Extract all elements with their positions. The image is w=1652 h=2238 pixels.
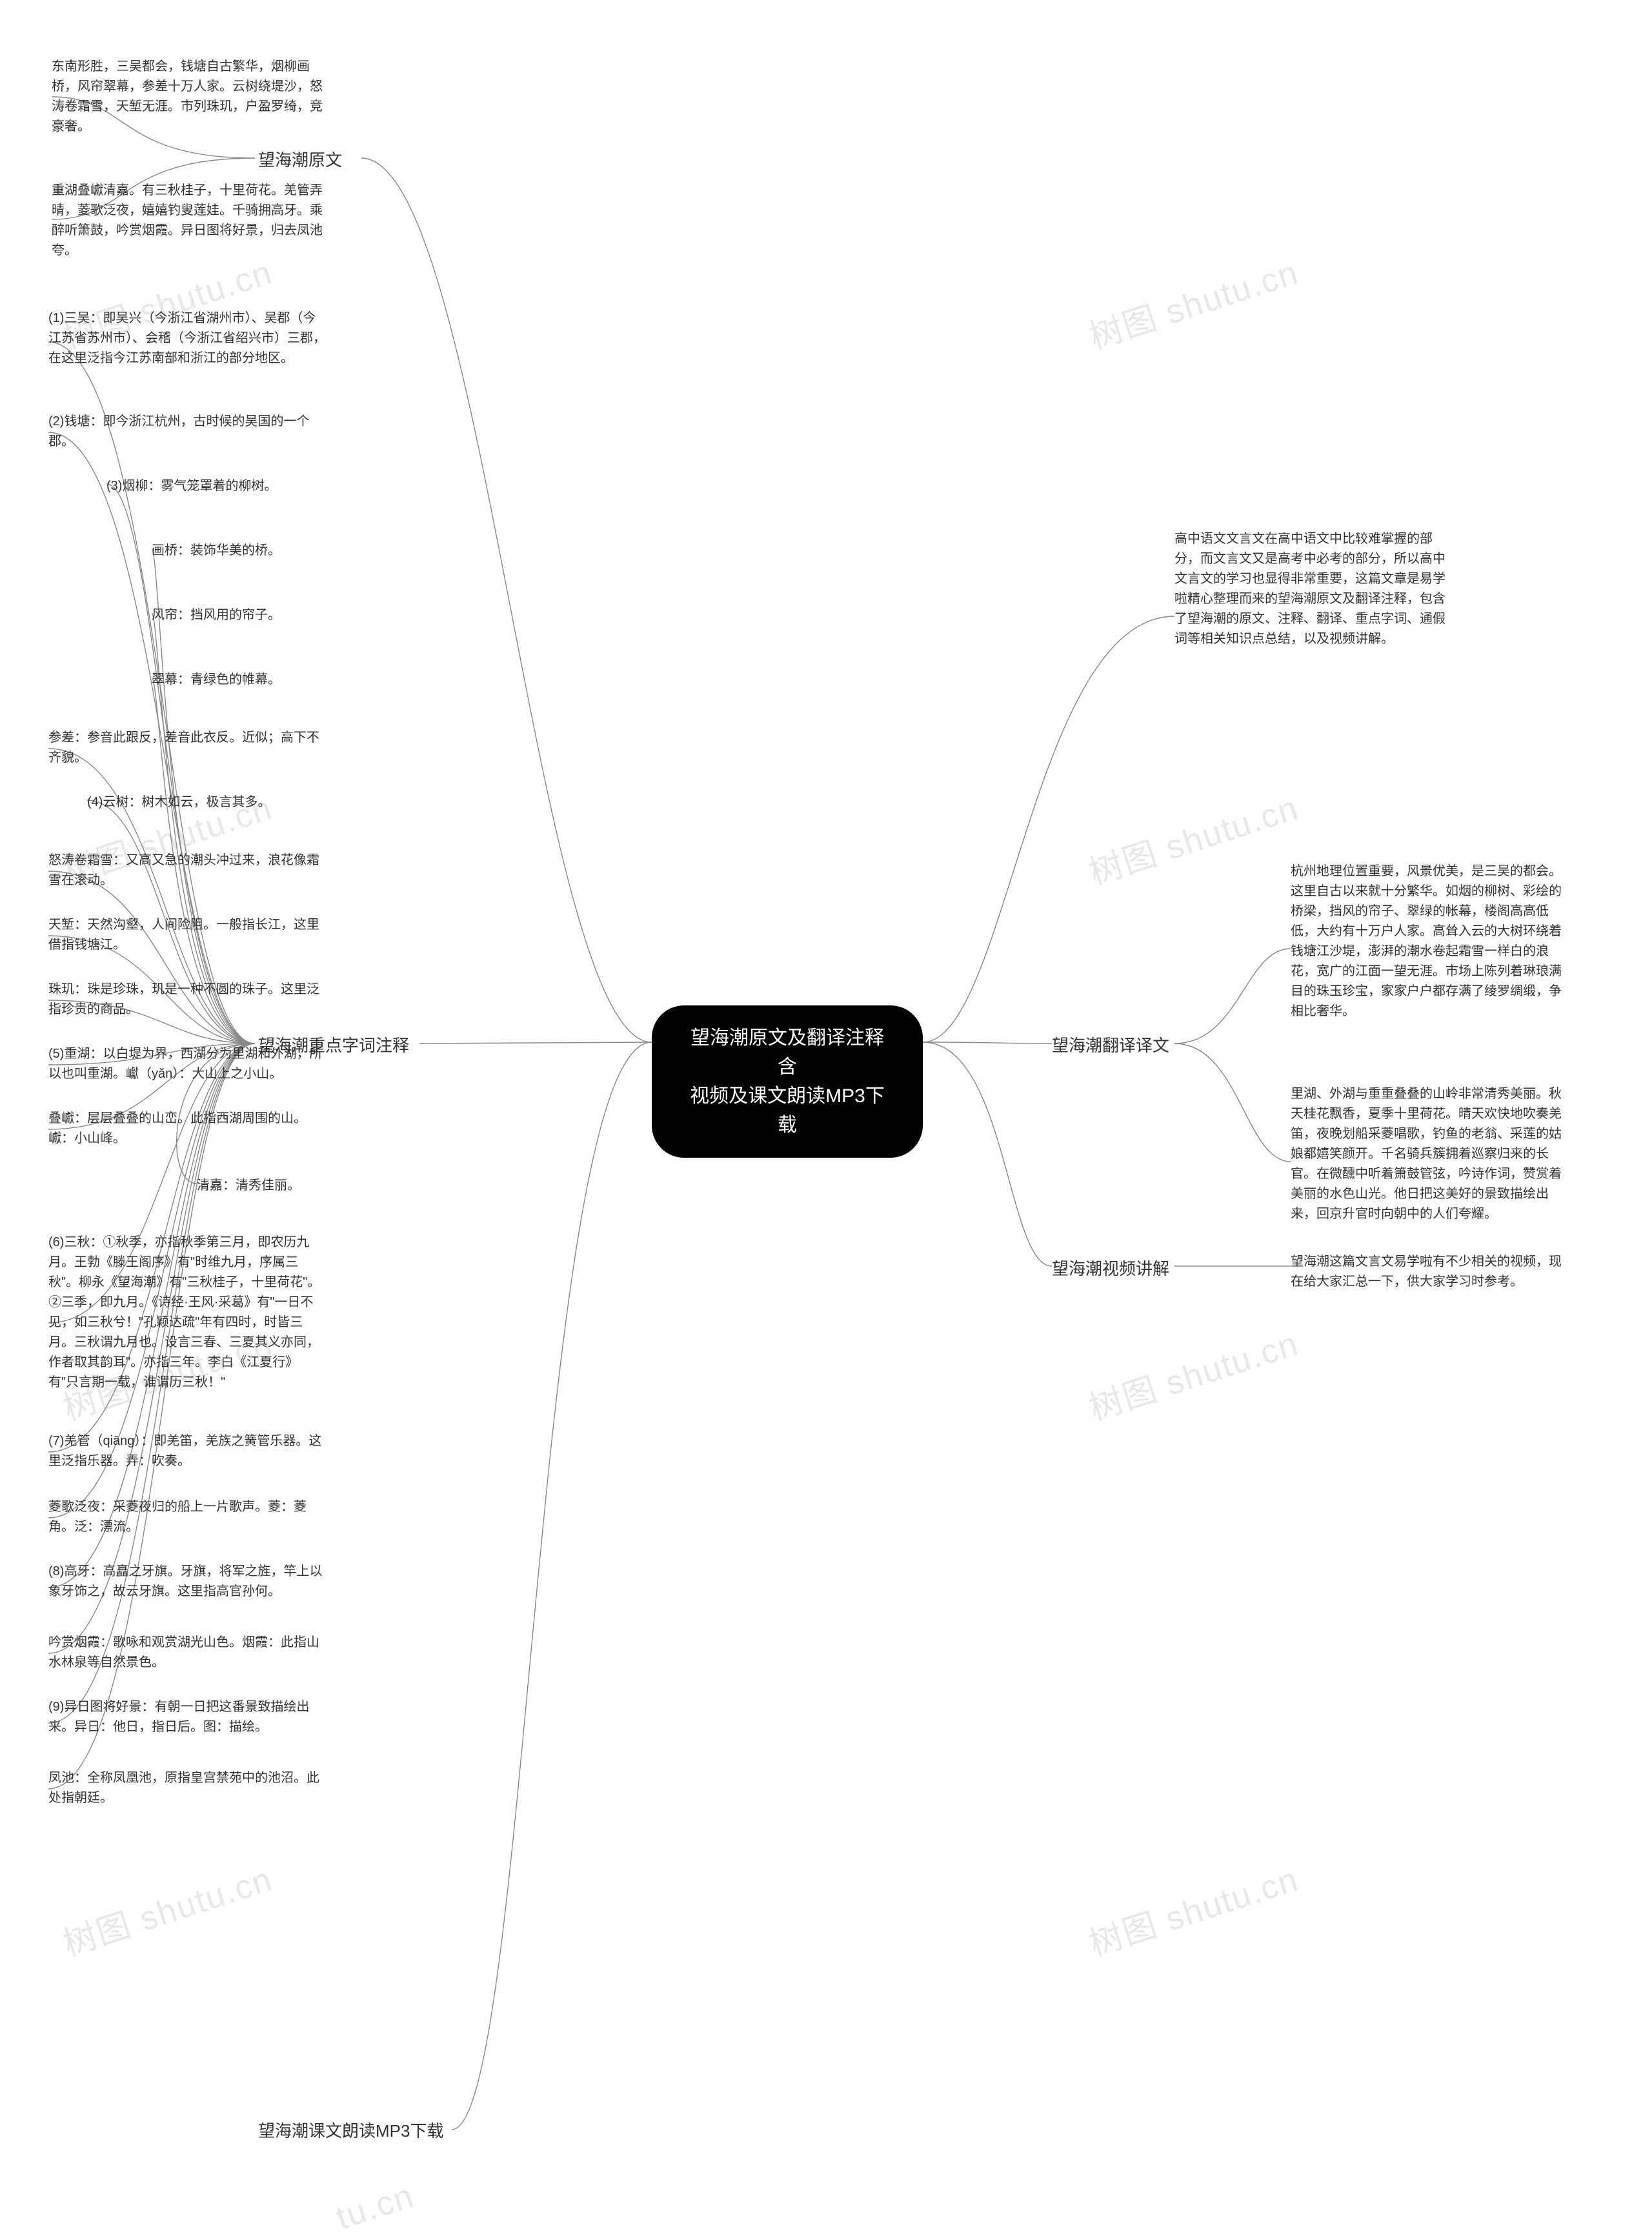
leaf-original-1: 东南形胜，三吴都会，钱塘自古繁华，烟柳画桥，风帘翠幕，参差十万人家。云树绕堤沙，… bbox=[52, 57, 329, 137]
leaf-annot: 叠巘：层层叠叠的山峦。此指西湖周围的山。巘：小山峰。 bbox=[48, 1109, 326, 1149]
branch-original-text: 望海潮原文 bbox=[258, 147, 342, 171]
leaf-annot: (4)云树：树木如云，极言其多。 bbox=[87, 792, 270, 812]
leaf-annot: (1)三吴：即吴兴（今浙江省湖州市）、吴郡（今江苏省苏州市）、会稽（今浙江省绍兴… bbox=[48, 308, 326, 368]
leaf-translation-1: 杭州地理位置重要，风景优美，是三吴的都会。这里自古以来就十分繁华。如烟的柳树、彩… bbox=[1291, 862, 1568, 1022]
leaf-annot: 凤池：全称凤凰池，原指皇宫禁苑中的池沼。此处指朝廷。 bbox=[48, 1768, 326, 1808]
branch-mp3-download: 望海潮课文朗读MP3下载 bbox=[258, 2118, 443, 2142]
leaf-annot: 风帘：挡风用的帘子。 bbox=[152, 605, 281, 625]
leaf-annot: (9)异日图将好景：有朝一日把这番景致描绘出来。异日：他日，指日后。图：描绘。 bbox=[48, 1697, 326, 1737]
leaf-annot: 珠玑：珠是珍珠，玑是一种不圆的珠子。这里泛指珍贵的商品。 bbox=[48, 980, 326, 1020]
leaf-annot: (3)烟柳：雾气笼罩着的柳树。 bbox=[106, 476, 277, 496]
branch-video: 望海潮视频讲解 bbox=[1052, 1256, 1169, 1280]
watermark: 树图 shutu.cn bbox=[1082, 1316, 1304, 1429]
leaf-annot: 吟赏烟霞：歌咏和观赏湖光山色。烟霞：此指山水林泉等自然景色。 bbox=[48, 1633, 326, 1673]
leaf-annot: 菱歌泛夜：采菱夜归的船上一片歌声。菱：菱角。泛：漂流。 bbox=[48, 1497, 326, 1537]
center-line1: 望海潮原文及翻译注释含 bbox=[683, 1023, 892, 1082]
leaf-annot: 参差：参音此跟反，差音此衣反。近似；高下不齐貌。 bbox=[48, 728, 326, 768]
leaf-annot: 清嘉：清秀佳丽。 bbox=[197, 1176, 300, 1196]
branch-translation: 望海潮翻译译文 bbox=[1052, 1033, 1169, 1056]
leaf-annot: (5)重湖：以白堤为界，西湖分为里湖和外湖，所以也叫重湖。巘（yǎn）：大山上之… bbox=[48, 1044, 326, 1084]
leaf-intro: 高中语文文言文在高中语文中比较难掌握的部分，而文言文又是高考中必考的部分，所以高… bbox=[1174, 529, 1452, 649]
center-line2: 视频及课文朗读MP3下载 bbox=[683, 1082, 892, 1140]
leaf-annot: 翠幕：青绿色的帷幕。 bbox=[152, 670, 281, 690]
leaf-annot: (8)高牙：高矗之牙旗。牙旗，将军之旌，竿上以象牙饰之，故云牙旗。这里指高官孙何… bbox=[48, 1562, 326, 1602]
leaf-annot: 画桥：装饰华美的桥。 bbox=[152, 541, 281, 561]
watermark: tu.cn bbox=[332, 2177, 419, 2238]
leaf-original-2: 重湖叠巘清嘉。有三秋桂子，十里荷花。羌管弄晴，菱歌泛夜，嬉嬉钓叟莲娃。千骑拥高牙… bbox=[52, 181, 329, 261]
leaf-translation-2: 里湖、外湖与重重叠叠的山岭非常清秀美丽。秋天桂花飘香，夏季十里荷花。晴天欢快地吹… bbox=[1291, 1084, 1568, 1224]
mindmap-center: 望海潮原文及翻译注释含 视频及课文朗读MP3下载 bbox=[652, 1005, 923, 1158]
watermark: 树图 shutu.cn bbox=[1082, 781, 1304, 894]
leaf-annot: 天堑：天然沟壑，人间险阻。一般指长江，这里借指钱塘江。 bbox=[48, 915, 326, 955]
watermark: 树图 shutu.cn bbox=[1082, 245, 1304, 358]
leaf-annot: 怒涛卷霜雪：又高又急的潮头冲过来，浪花像霜雪在滚动。 bbox=[48, 851, 326, 891]
watermark: 树图 shutu.cn bbox=[56, 1852, 278, 1965]
watermark: 树图 shutu.cn bbox=[1082, 1852, 1304, 1965]
leaf-video: 望海潮这篇文言文易学啦有不少相关的视频，现在给大家汇总一下，供大家学习时参考。 bbox=[1291, 1252, 1568, 1292]
leaf-annot: (6)三秋：①秋季，亦指秋季第三月，即农历九月。王勃《滕王阁序》有"时维九月，序… bbox=[48, 1233, 326, 1393]
leaf-annot: (2)钱塘：即今浙江杭州，古时候的吴国的一个郡。 bbox=[48, 412, 326, 452]
leaf-annot: (7)羌管（qiāng）：即羌笛，羌族之簧管乐器。这里泛指乐器。弄：吹奏。 bbox=[48, 1431, 326, 1471]
